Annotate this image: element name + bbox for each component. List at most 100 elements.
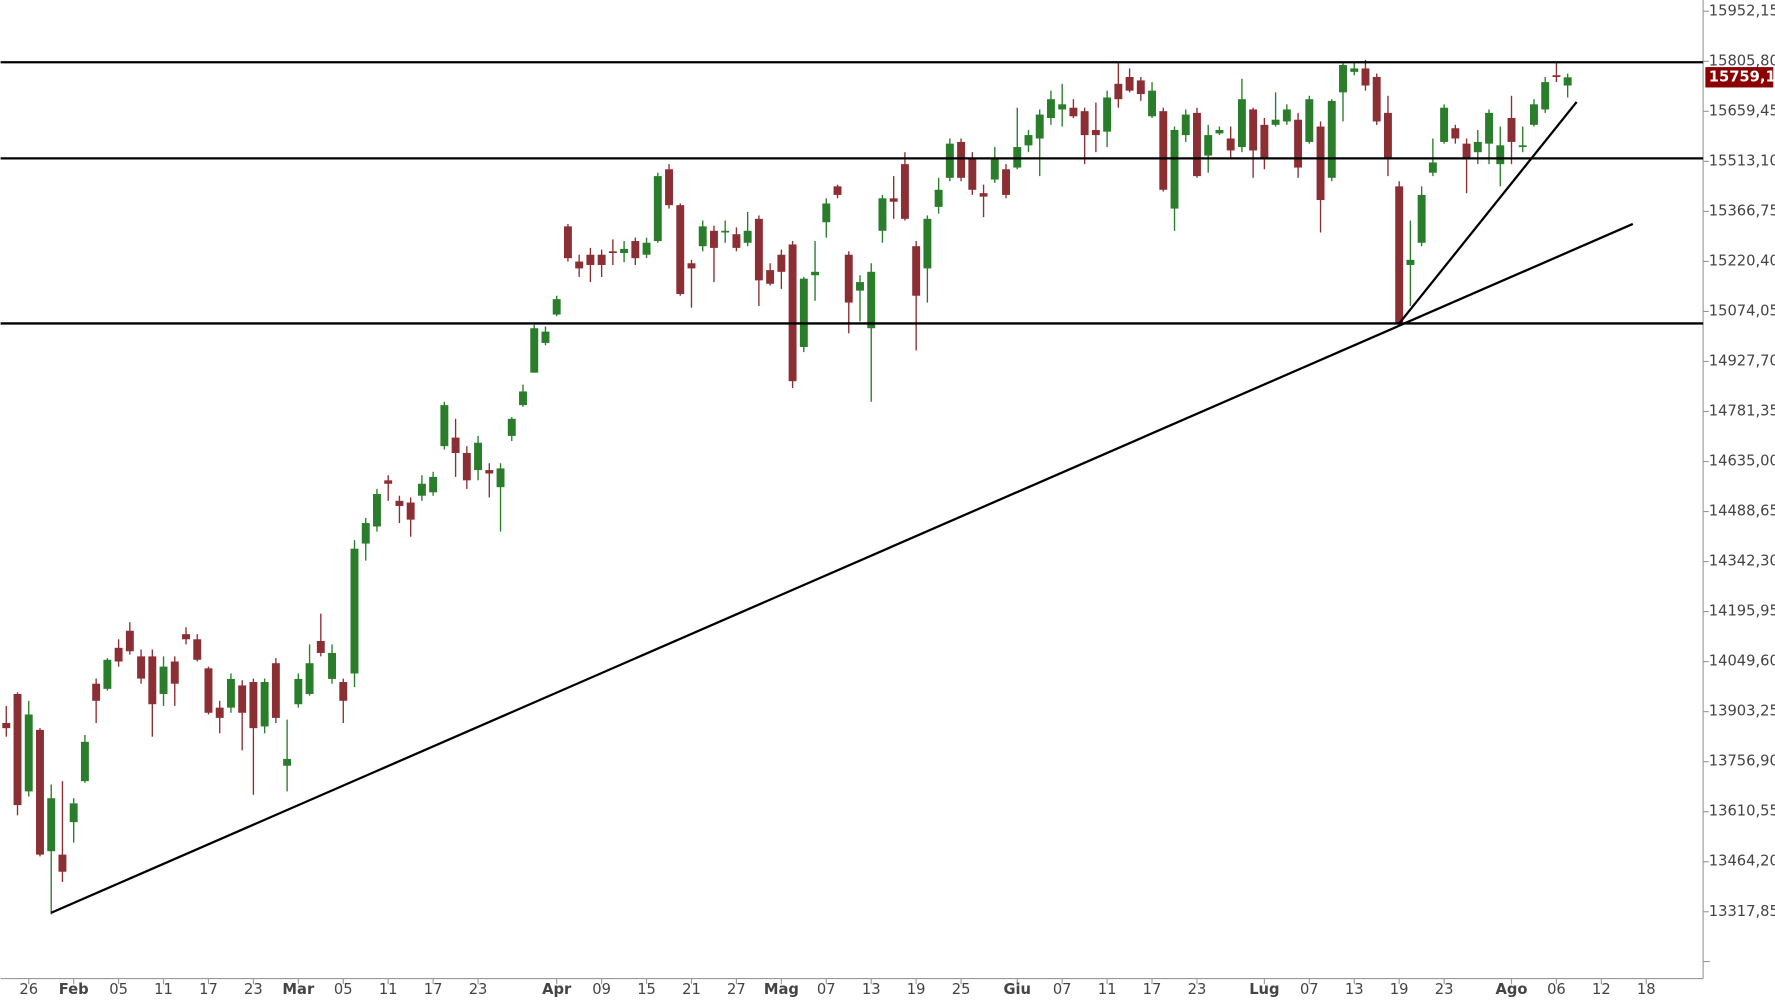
x-tick-label: 13: [862, 981, 881, 998]
candle-body: [36, 729, 44, 855]
y-tick-label: 14049,60: [1709, 653, 1775, 670]
candle-body: [642, 242, 651, 255]
candle-body: [1260, 124, 1269, 160]
x-tick-label: 11: [154, 981, 173, 998]
candle-body: [1193, 112, 1201, 177]
candle-body: [519, 391, 527, 406]
candle-body: [373, 494, 381, 527]
x-tick-label: 15: [637, 981, 656, 998]
candle-body: [1383, 112, 1392, 160]
x-tick-label: 21: [682, 981, 701, 998]
candle-body: [754, 218, 763, 281]
x-tick-label: Mar: [282, 981, 315, 998]
candle-body: [900, 164, 909, 219]
x-tick-label: 23: [1188, 981, 1207, 998]
candle-body: [698, 226, 707, 247]
candle-body: [429, 476, 438, 493]
candle-body: [1080, 111, 1089, 136]
candle-body: [1035, 114, 1044, 139]
y-tick-label: 15220,40: [1709, 252, 1775, 269]
y-tick-label: 13756,90: [1709, 753, 1775, 770]
y-tick-label: 15074,05: [1709, 302, 1775, 319]
candle-body: [856, 282, 864, 291]
candle-body: [1417, 194, 1426, 243]
candle-body: [1103, 97, 1112, 132]
x-tick-label: 23: [244, 981, 263, 998]
x-tick-label: 07: [1300, 981, 1319, 998]
y-tick-label: 13903,25: [1709, 703, 1775, 720]
candle-body: [103, 659, 112, 689]
candle-body: [92, 683, 101, 701]
candle-body: [1327, 100, 1336, 178]
candle-body: [1563, 77, 1572, 86]
x-tick-label: 25: [952, 981, 971, 998]
x-tick-label: 06: [1547, 981, 1566, 998]
x-tick-label: 23: [469, 981, 488, 998]
candle-body: [58, 854, 67, 872]
candle-body: [1069, 107, 1078, 117]
candle-body: [788, 244, 797, 382]
candle-body: [1339, 65, 1347, 93]
candle-body: [1136, 80, 1145, 95]
candle-body: [878, 198, 887, 231]
y-tick-label: 15805,80: [1709, 52, 1775, 69]
candle-body: [1428, 162, 1437, 173]
candle-body: [125, 630, 134, 652]
candle-body: [260, 682, 269, 727]
candle-body: [1114, 83, 1123, 100]
last-price-box: [1705, 67, 1774, 88]
candle-body: [305, 663, 314, 694]
candle-body: [1361, 68, 1370, 86]
candle-body: [1440, 107, 1449, 142]
candle-body: [361, 523, 370, 544]
x-tick-label: Apr: [542, 981, 572, 998]
candle-body: [1496, 145, 1505, 165]
candle-body: [563, 226, 572, 259]
candle-body: [24, 714, 33, 792]
candle-body: [294, 678, 303, 705]
candle-body: [1249, 109, 1258, 151]
candle-body: [182, 634, 190, 640]
candle-body: [1518, 145, 1527, 148]
candle-body: [193, 639, 202, 660]
candle-body: [1237, 99, 1246, 148]
x-tick-label: 12: [1592, 981, 1611, 998]
y-tick-label: 15659,45: [1709, 102, 1775, 119]
x-tick-label: 17: [424, 981, 443, 998]
candle-body: [215, 707, 224, 718]
candle-body: [1204, 135, 1213, 156]
candle-body: [743, 230, 752, 243]
y-tick-label: 14927,70: [1709, 352, 1775, 369]
x-tick-label: 11: [1098, 981, 1117, 998]
candle-body: [1058, 104, 1067, 110]
y-tick-label: 13464,20: [1709, 853, 1775, 870]
candle-body: [1395, 186, 1404, 324]
candle-body: [710, 230, 718, 248]
x-tick-label: 05: [334, 981, 353, 998]
y-tick-label: 14195,95: [1709, 603, 1775, 620]
x-tick-label: 26: [19, 981, 38, 998]
x-tick-label: 19: [1390, 981, 1409, 998]
candle-body: [406, 502, 415, 520]
x-tick-label: 19: [907, 981, 926, 998]
candle-body: [170, 661, 179, 684]
candle-body: [13, 693, 22, 806]
trend-line: [1398, 101, 1578, 325]
candle-body: [653, 176, 662, 242]
candle-body: [1159, 111, 1168, 190]
candle-body: [1462, 143, 1471, 160]
candle-body: [339, 682, 348, 701]
candle-body: [316, 640, 325, 653]
candle-body: [732, 234, 741, 248]
candle-body: [631, 241, 640, 259]
candle-body: [474, 442, 483, 471]
candle-body: [811, 271, 820, 276]
candle-body: [979, 193, 988, 197]
candle-body: [507, 418, 516, 436]
candle-body: [912, 246, 921, 296]
x-tick-label: 17: [1143, 981, 1162, 998]
y-tick-label: 14488,65: [1709, 503, 1775, 520]
candle-body: [1473, 141, 1482, 153]
candle-body: [1170, 129, 1179, 209]
